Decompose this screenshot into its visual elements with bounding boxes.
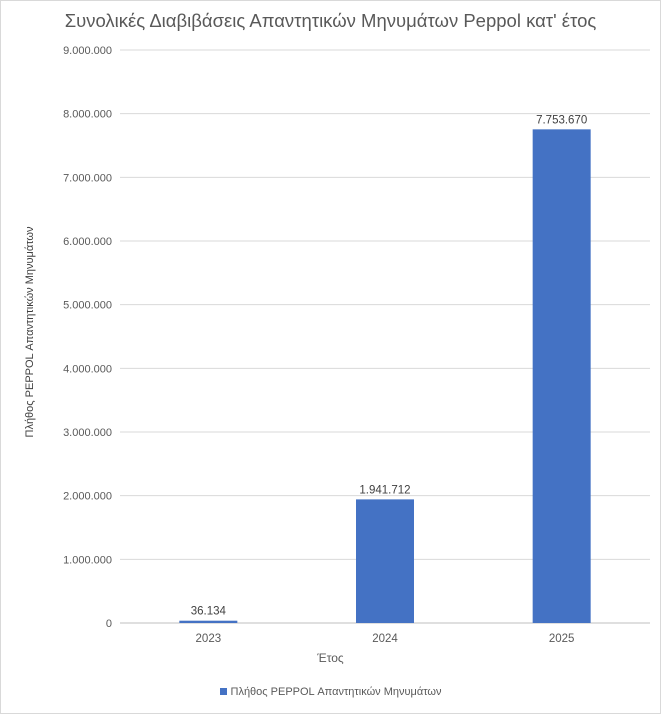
y-tick-label: 1.000.000 (63, 554, 112, 566)
y-tick-label: 4.000.000 (63, 363, 112, 375)
legend-swatch (219, 688, 227, 695)
y-tick-labels: 0 1.000.000 2.000.000 3.000.000 4.000.000 5.0… (63, 45, 112, 630)
legend-label: Πλήθος PEPPOL Απαντητικών Μηνυμάτων (230, 686, 442, 698)
y-tick-label: 5.000.000 (63, 300, 112, 312)
data-labels: 36.134 1.941.712 7.753.670 (191, 114, 588, 617)
bar-2024 (356, 499, 414, 623)
data-label-2024: 1.941.712 (359, 484, 410, 496)
y-tick-label: 8.000.000 (63, 109, 112, 121)
y-tick-label: 7.000.000 (63, 172, 112, 184)
x-tick-label-2024: 2024 (372, 633, 398, 645)
bars (179, 129, 591, 623)
y-tick-label: 3.000.000 (63, 427, 112, 439)
chart-title: Συνολικές Διαβιβάσεις Απαντητικών Μηνυμά… (64, 10, 597, 31)
data-label-2025: 7.753.670 (536, 114, 587, 126)
y-axis-label: Πλήθος PEPPOL Απαντητικών Μηνυμάτων (24, 226, 36, 438)
x-tick-labels: 2023 2024 2025 (196, 633, 575, 645)
data-label-2023: 36.134 (191, 606, 227, 618)
bar-2025 (532, 129, 591, 623)
x-tick-label-2023: 2023 (196, 633, 222, 645)
y-tick-label: 2.000.000 (63, 491, 112, 503)
y-tick-label: 6.000.000 (63, 236, 112, 248)
legend: Πλήθος PEPPOL Απαντητικών Μηνυμάτων (0, 686, 661, 698)
x-tick-label-2025: 2025 (549, 633, 575, 645)
y-tick-label: 9.000.000 (63, 45, 112, 57)
x-axis-label: Έτος (317, 651, 344, 665)
y-tick-label: 0 (106, 618, 112, 630)
bar-2023 (179, 620, 238, 623)
